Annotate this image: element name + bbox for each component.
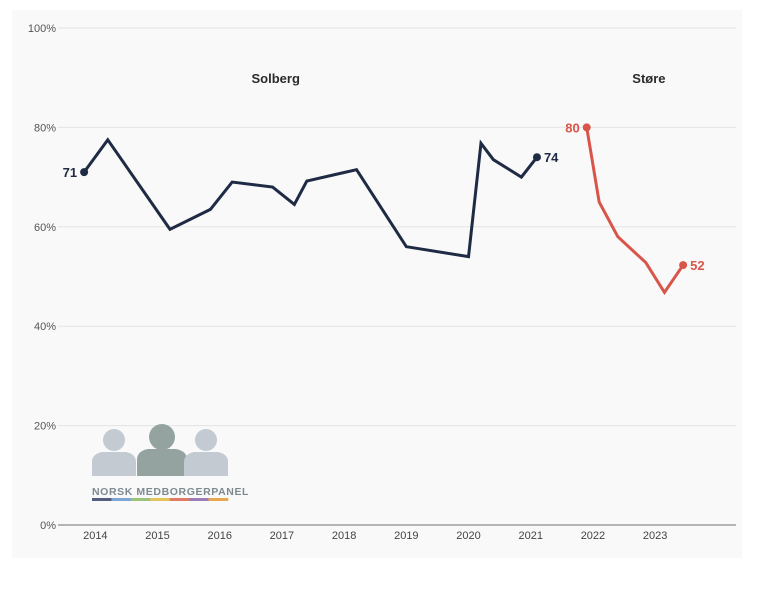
logo-stripe-segment bbox=[92, 498, 112, 501]
series-end-label: 52 bbox=[690, 258, 704, 273]
x-tick-label: 2017 bbox=[270, 530, 294, 542]
x-tick-label: 2014 bbox=[83, 530, 107, 542]
y-tick-label: 100% bbox=[28, 23, 56, 35]
y-tick-label: 40% bbox=[34, 321, 56, 333]
logo-stripe-segment bbox=[208, 498, 229, 501]
logo-stripe-segment bbox=[189, 498, 209, 501]
axis-layer: 0% 20% 40% 60% 80% 100% 2014 2015 2016 2017 2018 20… bbox=[28, 23, 736, 542]
series-layer: 71 74 80 52 bbox=[63, 120, 705, 296]
logo-text: NORSK MEDBORGERPANEL bbox=[92, 486, 249, 498]
series-start-point bbox=[582, 123, 591, 132]
logo-color-stripe bbox=[92, 498, 229, 501]
chart-panel: 0% 20% 40% 60% 80% 100% 2014 2015 2016 2017 2018 20… bbox=[12, 10, 742, 558]
series-group: 80 52 bbox=[565, 120, 705, 296]
series-line bbox=[585, 125, 685, 296]
x-tick-label: 2016 bbox=[207, 530, 231, 542]
logo-stripe-segment bbox=[169, 498, 190, 501]
series-end-point bbox=[679, 261, 688, 270]
period-labels: Solberg Støre bbox=[252, 71, 666, 86]
person-figure-icon bbox=[92, 429, 136, 476]
line-chart: 0% 20% 40% 60% 80% 100% 2014 2015 2016 2017 2018 20… bbox=[28, 23, 736, 542]
x-tick-label: 2022 bbox=[581, 530, 605, 542]
x-tick-label: 2021 bbox=[518, 530, 542, 542]
x-tick-label: 2019 bbox=[394, 530, 418, 542]
y-tick-label: 0% bbox=[40, 520, 56, 532]
logo-stripe-segment bbox=[111, 498, 132, 501]
x-tick-label: 2015 bbox=[145, 530, 169, 542]
series-start-label: 80 bbox=[565, 120, 579, 135]
period-label: Støre bbox=[632, 71, 665, 86]
person-figure-icon bbox=[184, 429, 228, 476]
y-tick-label: 80% bbox=[34, 122, 56, 134]
logo-stripe-segment bbox=[130, 498, 151, 501]
series-end-label: 74 bbox=[544, 150, 559, 165]
grid-layer bbox=[58, 27, 736, 427]
x-tick-label: 2018 bbox=[332, 530, 356, 542]
person-figure-icon bbox=[137, 424, 187, 476]
series-start-label: 71 bbox=[63, 165, 77, 180]
period-label: Solberg bbox=[252, 71, 300, 86]
series-group: 71 74 bbox=[63, 137, 559, 259]
series-end-point bbox=[532, 153, 541, 162]
norsk-medborgerpanel-logo: NORSK MEDBORGERPANEL bbox=[92, 424, 249, 501]
x-tick-label: 2020 bbox=[456, 530, 480, 542]
series-line bbox=[82, 137, 539, 259]
y-tick-label: 60% bbox=[34, 222, 56, 234]
y-tick-label: 20% bbox=[34, 421, 56, 433]
x-tick-label: 2023 bbox=[643, 530, 667, 542]
series-start-point bbox=[80, 168, 89, 177]
logo-stripe-segment bbox=[150, 498, 171, 501]
